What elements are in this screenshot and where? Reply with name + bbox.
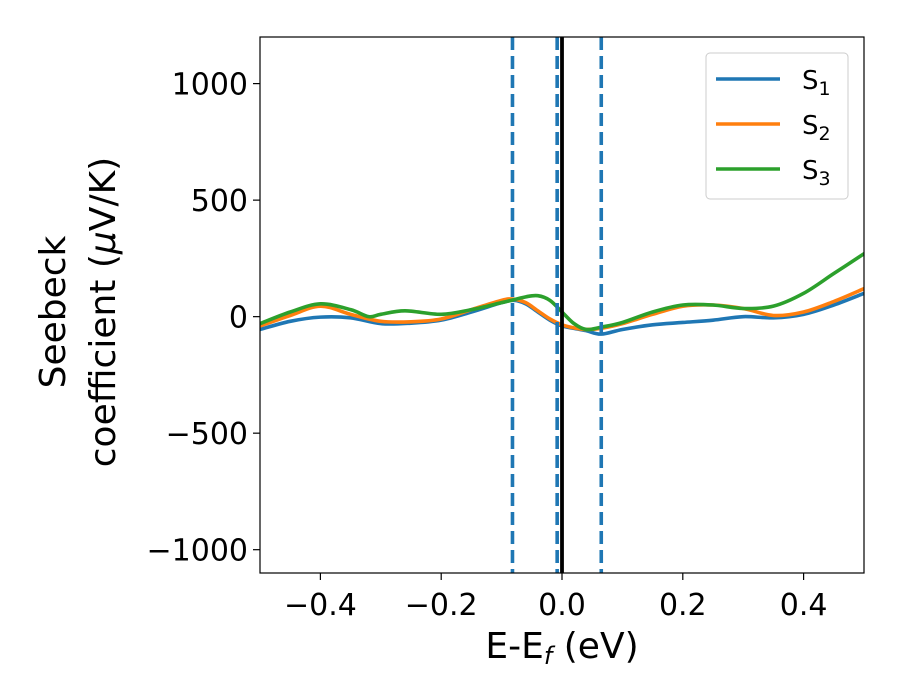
- legend-label-1: S1: [802, 66, 831, 100]
- legend-box: [705, 52, 849, 200]
- y-tick-label: 0: [229, 301, 248, 336]
- x-tick-label: 0.4: [780, 588, 828, 623]
- x-axis: −0.4 −0.2 0.0 0.2 0.4: [284, 573, 827, 623]
- y-axis: −1000 −500 0 500 1000: [147, 68, 260, 569]
- x-tick-label: 0.0: [538, 588, 586, 623]
- y-tick-label: −1000: [147, 534, 248, 569]
- x-tick-label: 0.2: [659, 588, 707, 623]
- y-axis-label-line1: Seebeck: [33, 235, 74, 388]
- y-axis-label-line2: coefficient (μV/K): [83, 157, 124, 467]
- y-tick-label: 500: [191, 184, 248, 219]
- x-tick-label: −0.4: [284, 588, 357, 623]
- legend-label-3: S3: [802, 156, 831, 190]
- y-tick-label: −500: [166, 417, 248, 452]
- x-tick-label: −0.2: [405, 588, 478, 623]
- x-axis-label: E-Ef (eV): [485, 626, 638, 670]
- plot-area: [260, 37, 864, 573]
- y-tick-label: 1000: [172, 68, 248, 103]
- legend-label-2: S2: [802, 111, 831, 145]
- y-axis-label: Seebeck coefficient (μV/K): [33, 157, 124, 467]
- legend: S1 S2 S3: [705, 52, 849, 200]
